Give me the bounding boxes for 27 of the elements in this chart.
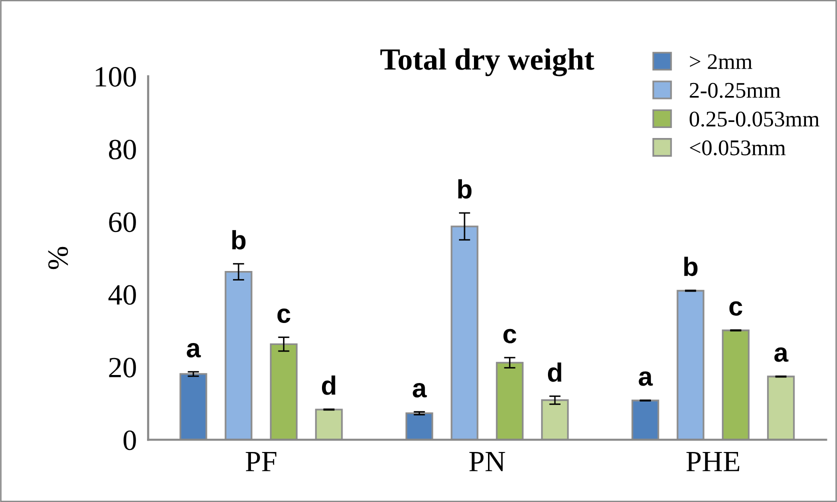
data-label: d [322, 376, 336, 395]
data-label: a [638, 371, 653, 386]
x-tick-label: PF [246, 452, 276, 472]
data-label: a [774, 347, 788, 362]
data-label: b [232, 230, 246, 250]
data-label: c [277, 308, 290, 323]
y-tick-label: 80 [108, 140, 136, 160]
y-tick-label: 60 [109, 212, 136, 232]
data-label: b [458, 179, 472, 199]
legend-label: > 2mm [690, 54, 752, 69]
x-tick-label: PHE [686, 452, 740, 472]
data-label: b [684, 256, 698, 276]
y-tick-label: 100 [96, 67, 136, 87]
y-tick-label: 0 [124, 430, 136, 450]
data-label: c [503, 328, 516, 344]
data-label: d [548, 362, 562, 382]
y-tick-label: 40 [108, 285, 136, 305]
legend-label: <0.053mm [690, 140, 786, 156]
data-label: a [412, 383, 427, 398]
data-label: c [729, 301, 742, 316]
x-tick-label: PN [469, 452, 506, 472]
data-label: a [186, 343, 201, 358]
legend-label: 2-0.25mm [690, 82, 780, 98]
legend-label: 0.25-0.053mm [690, 112, 820, 127]
y-axis-title: % [48, 246, 68, 270]
chart-title: Total dry weight [380, 48, 594, 76]
y-tick-label: 20 [109, 358, 136, 378]
